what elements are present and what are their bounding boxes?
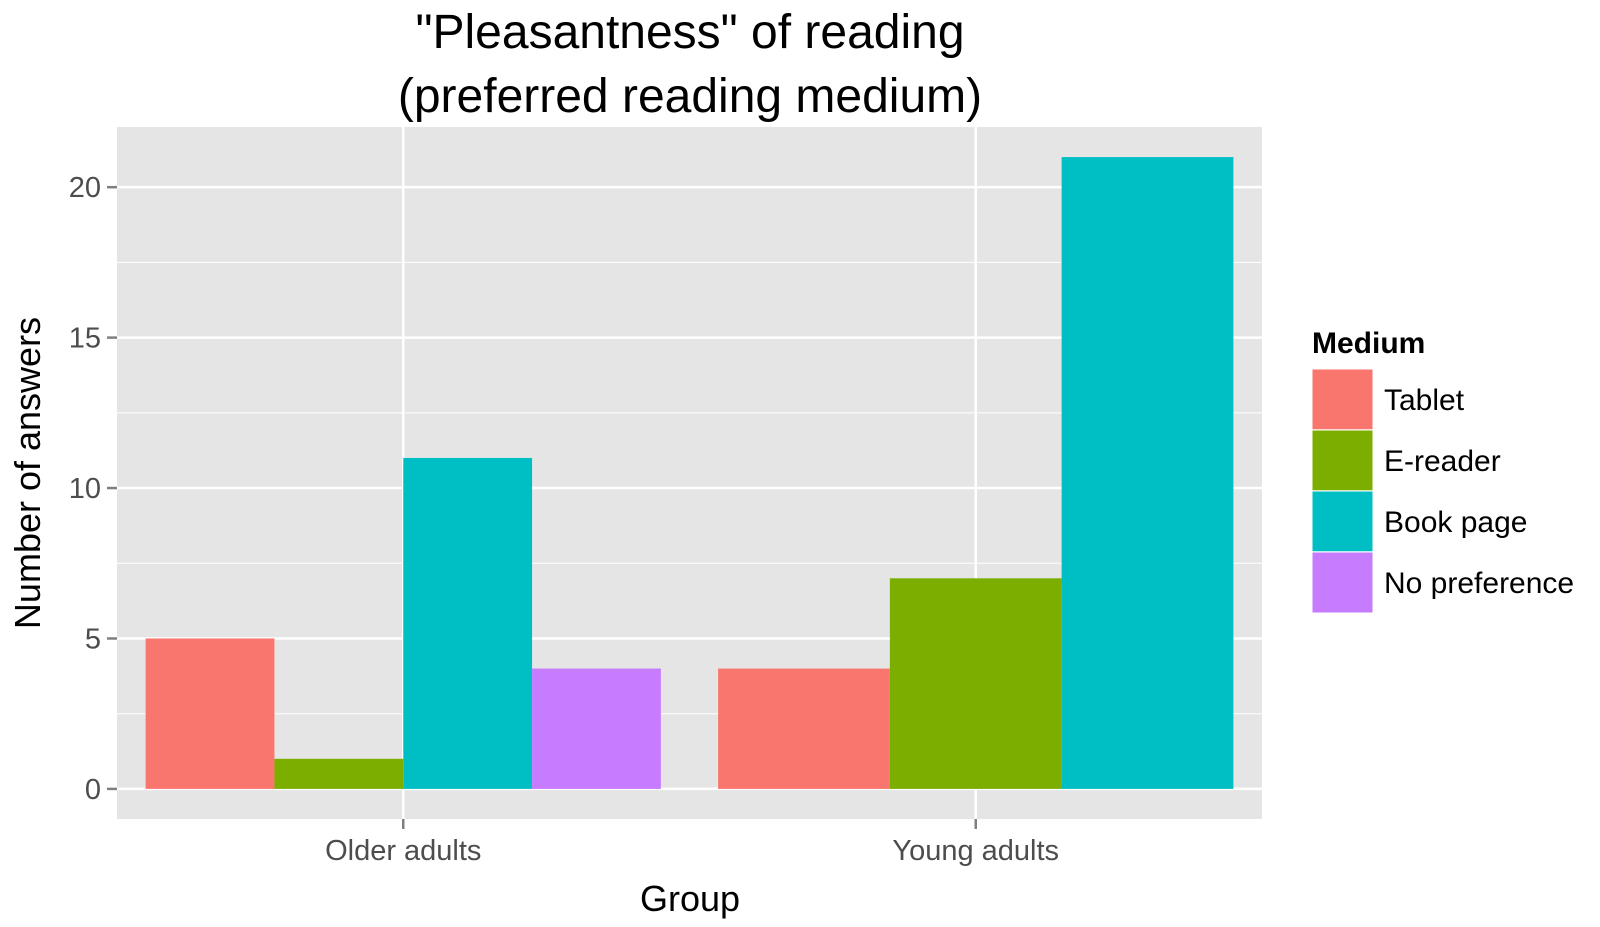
legend-label: No preference [1384,567,1574,600]
y-tick-label: 0 [85,774,101,806]
legend-swatch [1312,552,1373,613]
x-tick-label: Older adults [325,835,481,867]
y-tick-label: 5 [85,623,101,655]
y-tick-label: 15 [69,323,101,355]
bar-no-preference-older-adults [532,668,661,789]
chart-title-line-2: (preferred reading medium) [398,70,982,123]
legend-swatch [1312,369,1373,430]
x-tick-label: Young adults [892,835,1059,867]
bar-e-reader-older-adults [274,758,404,789]
legend-swatch [1312,430,1373,491]
x-axis: Older adults Young adults [325,819,1059,867]
bars [145,157,1234,789]
legend: Medium Tablet E-reader Book page No prefere… [1311,327,1574,614]
bar-tablet-older-adults [145,638,275,789]
legend-label: Tablet [1384,384,1465,417]
legend-title: Medium [1312,327,1425,360]
y-axis-title: Number of answers [7,317,48,629]
legend-swatch [1312,491,1373,552]
x-axis-title: Group [640,878,740,919]
legend-label: Book page [1384,506,1527,539]
legend-label: E-reader [1384,445,1501,478]
y-tick-label: 20 [69,172,101,204]
bar-book-page-young-adults [1061,157,1234,789]
chart-title-line-1: "Pleasantness" of reading [415,6,964,59]
y-tick-label: 10 [69,473,101,505]
bar-tablet-young-adults [718,668,890,789]
bar-book-page-older-adults [403,457,533,789]
bar-e-reader-young-adults [889,578,1062,789]
y-axis: 0 5 10 15 20 [69,172,117,806]
